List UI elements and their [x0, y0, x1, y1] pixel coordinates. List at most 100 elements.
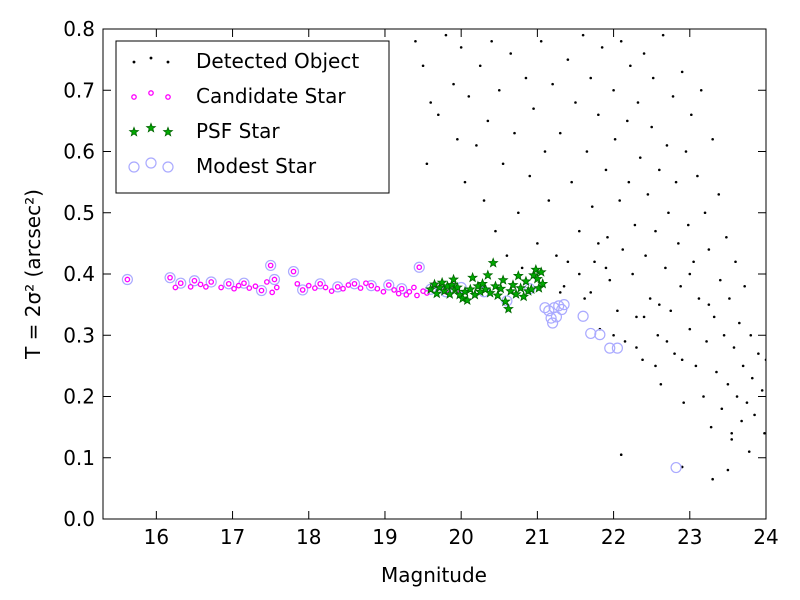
detected-object-point — [463, 180, 467, 184]
candidate-star-point — [124, 276, 131, 283]
legend-marker — [162, 161, 174, 173]
detected-object-point — [669, 309, 673, 313]
detected-object-point — [619, 453, 623, 456]
x-axis-label: Magnitude — [381, 563, 487, 587]
modest-star-point — [670, 461, 682, 474]
candidate-star-point — [273, 284, 280, 291]
psf-star-point — [429, 278, 440, 290]
candidate-star-point — [385, 282, 392, 288]
modest-star-point — [553, 300, 565, 312]
detected-object-point — [478, 64, 482, 68]
detected-object-point — [444, 33, 448, 37]
detected-object-point — [497, 88, 501, 92]
candidate-star-point — [197, 281, 204, 288]
detected-object-point — [732, 346, 736, 349]
psf-star-point — [477, 278, 488, 289]
detected-object-point — [654, 364, 657, 368]
detected-object-point — [570, 180, 573, 184]
candidate-star-point — [363, 280, 369, 287]
detected-object-point — [686, 223, 690, 227]
legend-label: PSF Star — [196, 119, 280, 143]
modest-star-point — [539, 302, 551, 314]
detected-object-point — [517, 211, 520, 215]
psf-star-point — [499, 295, 511, 307]
candidate-star-point — [218, 284, 224, 291]
psf-star-point — [482, 269, 494, 280]
detected-object-point — [414, 39, 417, 43]
modest-star-point — [383, 279, 395, 291]
candidate-star-point — [208, 279, 215, 285]
modest-star-point — [547, 317, 559, 329]
candidate-star-point — [351, 280, 358, 287]
psf-star-point — [510, 288, 522, 299]
candidate-star-point — [299, 287, 306, 293]
legend-marker — [145, 122, 157, 133]
detected-object-point — [613, 137, 617, 141]
detected-object-point — [692, 260, 695, 264]
candidate-star-point — [269, 289, 276, 296]
detected-object-point — [583, 297, 586, 300]
detected-object-point — [757, 352, 760, 355]
psf-star-point — [533, 282, 545, 293]
candidate-star-point — [246, 285, 253, 291]
detected-object-point — [589, 291, 593, 294]
detected-object-point — [558, 291, 562, 294]
detected-object-point — [621, 248, 625, 251]
detected-object-point — [631, 272, 634, 276]
candidate-star-point — [414, 292, 420, 299]
psf-star-point — [431, 287, 443, 299]
detected-object-point — [612, 88, 615, 92]
detected-object-point — [688, 272, 692, 276]
axes: 16 17 18 19 20 21 22 23 24 0.0 0.1 0.2 0.3 0.4 0.5 0.6 0… — [63, 17, 779, 549]
detected-object-point — [547, 199, 551, 202]
psf-star-point — [507, 279, 519, 290]
candidate-star-point — [231, 285, 237, 292]
candidate-star-point — [187, 284, 194, 290]
modest-star-point — [543, 305, 555, 317]
detected-object-point — [608, 278, 612, 282]
modest-star-point — [594, 329, 606, 341]
detected-object-point — [654, 229, 657, 233]
y-tick-label: 0.4 — [63, 262, 95, 286]
candidate-star-point — [294, 280, 301, 287]
detected-object-point — [627, 180, 631, 184]
detected-object-point — [642, 315, 646, 319]
candidate-star-point — [258, 287, 265, 294]
candidate-star-points — [124, 262, 461, 299]
detected-object-point — [566, 260, 570, 264]
detected-object-point — [707, 303, 711, 306]
detected-object-point — [539, 39, 543, 43]
detected-object-point — [722, 333, 726, 337]
detected-object-point — [536, 242, 539, 245]
detected-object-point — [682, 401, 685, 404]
detected-object-point — [712, 315, 716, 319]
detected-object-point — [528, 174, 532, 178]
detected-object-point — [562, 284, 566, 288]
detected-object-point — [760, 389, 764, 392]
candidate-star-point — [290, 268, 297, 275]
psf-star-point — [464, 283, 476, 294]
detected-object-point — [593, 260, 596, 264]
detected-object-point — [703, 211, 707, 215]
modest-star-point — [611, 342, 623, 354]
modest-star-point — [396, 283, 408, 295]
detected-object-point — [664, 266, 667, 270]
x-tick-label: 18 — [296, 525, 321, 549]
legend-label: Modest Star — [196, 154, 317, 178]
detected-object-point — [524, 76, 528, 80]
candidate-star-point — [406, 288, 413, 295]
psf-star-point — [461, 294, 473, 305]
detected-object-point — [734, 260, 737, 264]
detected-object-point — [741, 364, 745, 368]
detected-object-point — [705, 340, 708, 343]
detected-object-point — [486, 119, 490, 123]
detected-object-point — [730, 431, 734, 435]
y-tick-label: 0.3 — [63, 323, 95, 347]
detected-object-point — [665, 340, 669, 343]
modest-star-point — [121, 273, 133, 286]
psf-star-point — [535, 266, 547, 277]
candidate-star-point — [395, 290, 402, 297]
detected-object-point — [749, 333, 753, 337]
candidate-star-point — [263, 279, 270, 285]
y-tick-label: 0.1 — [63, 446, 95, 470]
